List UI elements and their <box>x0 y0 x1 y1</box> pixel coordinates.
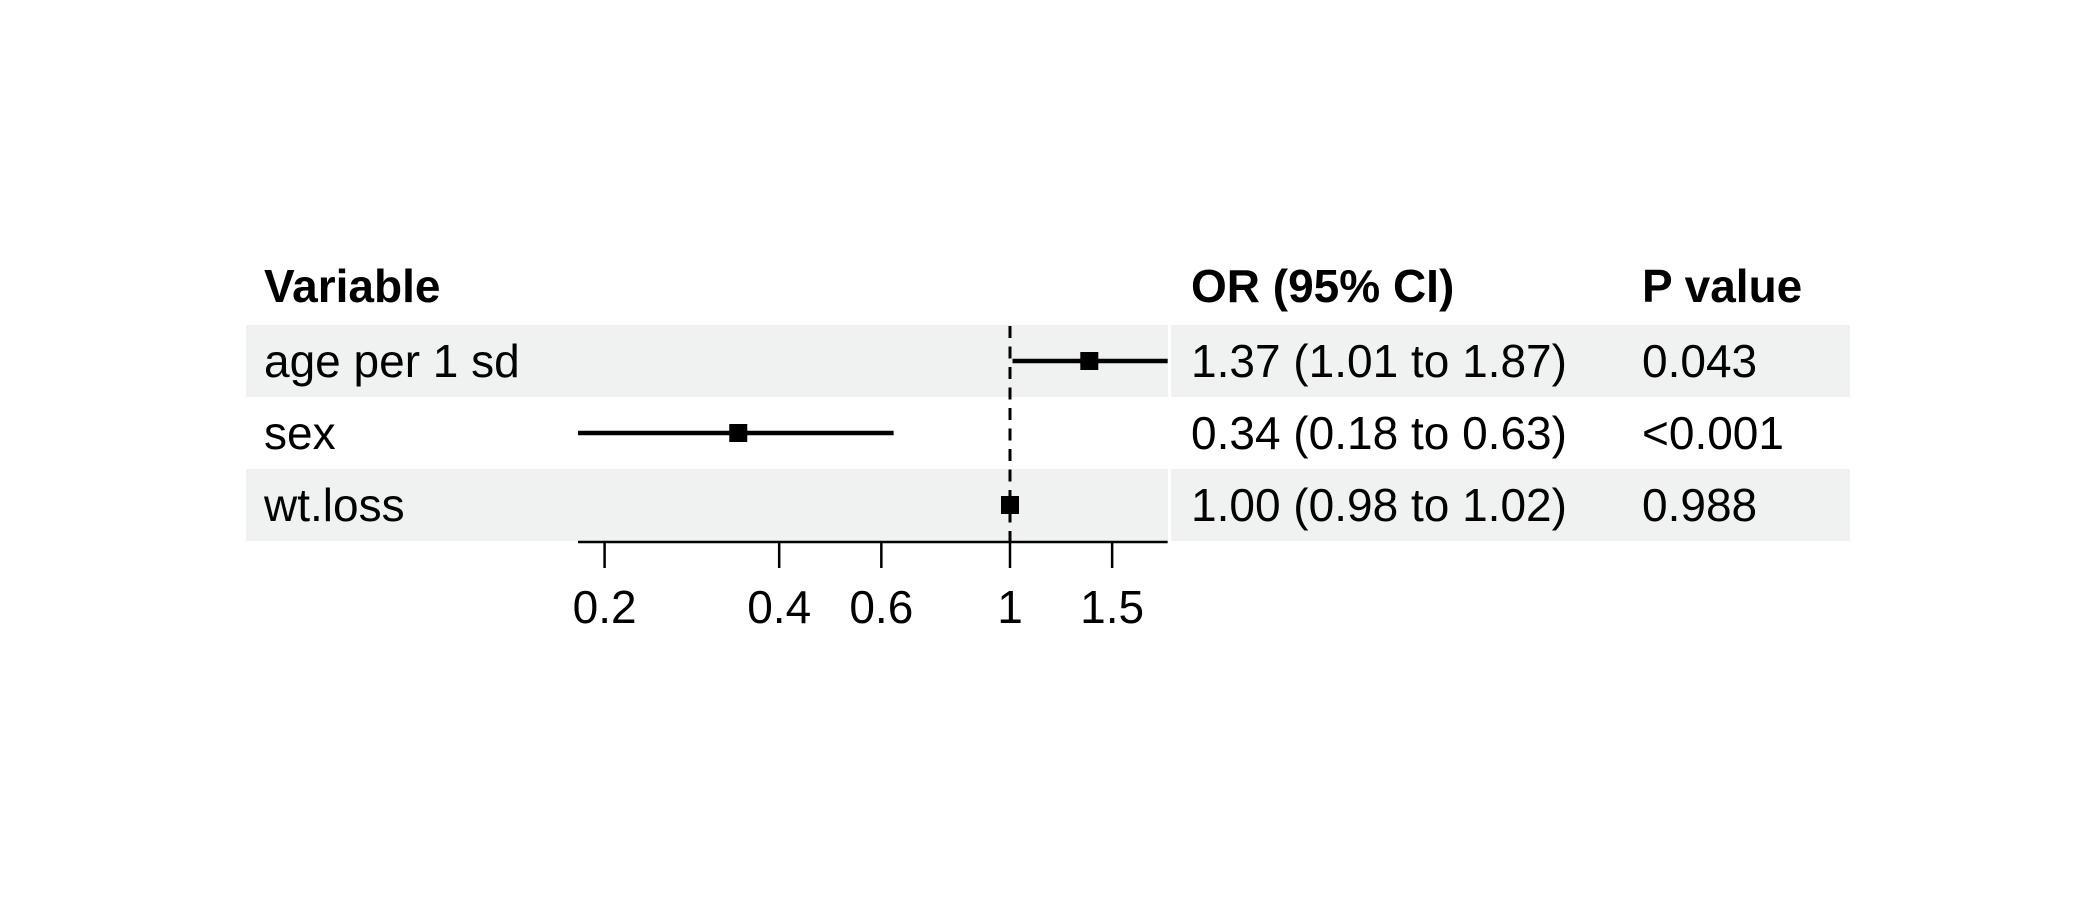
row-variable-label: age per 1 sd <box>264 335 520 387</box>
x-axis-tick-label: 1.5 <box>1080 581 1145 633</box>
or-point-marker <box>729 424 748 442</box>
row-or-ci-value: 0.34 (0.18 to 0.63) <box>1191 407 1567 459</box>
row-p-value: 0.988 <box>1642 479 1758 531</box>
row-or-ci-value: 1.00 (0.98 to 1.02) <box>1191 479 1567 531</box>
row-variable-label: wt.loss <box>264 479 405 531</box>
column-header-variable: Variable <box>264 260 441 312</box>
x-axis-tick-label: 0.4 <box>747 581 812 633</box>
x-axis-tick-label: 0.6 <box>849 581 914 633</box>
x-axis-tick-label: 1 <box>997 581 1023 633</box>
row-or-ci-value: 1.37 (1.01 to 1.87) <box>1191 335 1567 387</box>
or-point-marker <box>1001 496 1019 514</box>
x-axis-tick-label: 0.2 <box>572 581 637 633</box>
row-shade-band <box>246 469 1850 541</box>
row-p-value: <0.001 <box>1642 407 1784 459</box>
column-header-or-ci: OR (95% CI) <box>1191 260 1455 312</box>
column-header-p-value: P value <box>1642 260 1803 312</box>
column-separator <box>1168 325 1171 541</box>
or-point-marker <box>1080 352 1099 370</box>
row-variable-label: sex <box>264 407 336 459</box>
row-p-value: 0.043 <box>1642 335 1758 387</box>
